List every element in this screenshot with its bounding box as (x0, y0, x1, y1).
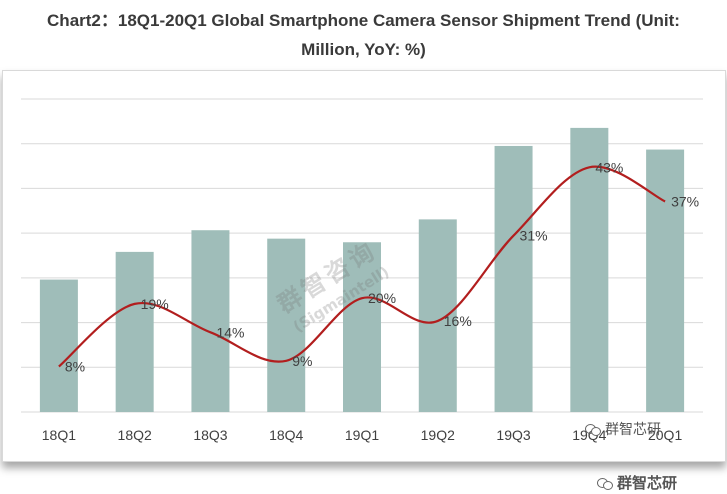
yoy-data-label: 31% (520, 228, 548, 244)
bar-18q2 (115, 251, 154, 412)
x-tick-label: 20Q1 (648, 427, 682, 443)
bar-19q2 (418, 219, 457, 412)
yoy-line (58, 165, 666, 368)
yoy-data-label: 20% (368, 290, 396, 306)
x-tick-label: 19Q3 (496, 427, 530, 443)
chart-card: 18Q1 18Q2 18Q3 18Q4 19Q1 19Q2 19Q3 19Q4 20Q1 8% 19… (2, 70, 726, 462)
bar-18q1 (39, 279, 78, 412)
wechat-icon (585, 423, 601, 436)
watermark-corner-2: 群智芯研 (597, 472, 677, 493)
bar-19q3 (494, 145, 533, 412)
yoy-data-label: 14% (216, 324, 244, 340)
bar-19q1 (343, 242, 381, 412)
x-tick-label: 19Q2 (421, 427, 455, 443)
x-tick-label: 18Q1 (42, 427, 76, 443)
chart-title: Chart2：18Q1-20Q1 Global Smartphone Camer… (0, 6, 727, 64)
watermark-corner-1: 群智芯研 (585, 419, 661, 439)
yoy-data-label: 8% (65, 358, 85, 374)
bar-20q1 (646, 149, 685, 413)
x-tick-label: 18Q3 (193, 427, 227, 443)
chart-title-line-1: Chart2：18Q1-20Q1 Global Smartphone Camer… (47, 11, 680, 30)
x-tick-label: 18Q4 (269, 427, 303, 443)
wechat-icon (597, 477, 613, 490)
bar-18q3 (191, 230, 230, 412)
watermark-corner-text-1: 群智芯研 (605, 422, 661, 438)
x-tick-label: 19Q1 (345, 427, 379, 443)
chart-title-line-2: Million, YoY: %) (301, 40, 426, 59)
yoy-data-label: 9% (292, 353, 312, 369)
yoy-data-label: 19% (141, 296, 169, 312)
x-tick-label: 18Q2 (118, 427, 152, 443)
yoy-data-label: 43% (595, 159, 623, 175)
yoy-data-label: 16% (444, 313, 472, 329)
chart-svg: 18Q1 18Q2 18Q3 18Q4 19Q1 19Q2 19Q3 19Q4 20Q18%19… (21, 98, 703, 443)
yoy-data-label: 37% (671, 193, 699, 209)
watermark-corner-text-2: 群智芯研 (617, 474, 678, 492)
bar-19q4 (570, 127, 609, 412)
bar-18q4 (267, 238, 306, 412)
